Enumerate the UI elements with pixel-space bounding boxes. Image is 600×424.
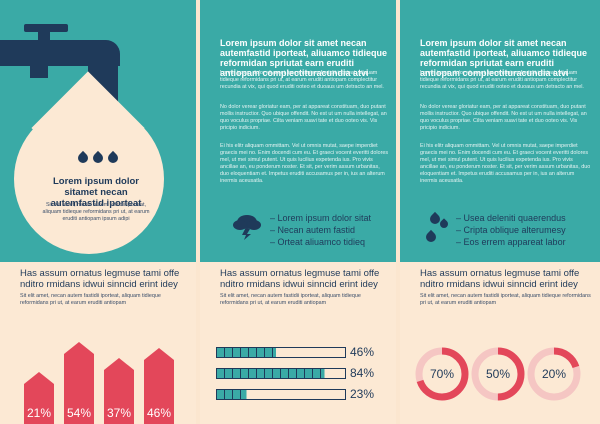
bottom-body: Sit elit amet, necan autem fastidii ipor… — [420, 293, 592, 307]
bullet-item: Eos errem appareat labor — [456, 236, 596, 248]
progress-label: 84% — [350, 366, 374, 380]
paragraph: Lorem ipsum dolor sit amet, necan autem … — [420, 70, 592, 91]
progress-bar — [216, 368, 346, 379]
panel-divider — [396, 0, 400, 424]
progress-bar — [216, 389, 346, 400]
paragraph: Ei his elitr aliquam ommittam. Vel ut om… — [420, 143, 592, 185]
ring-label: 50% — [478, 367, 518, 381]
ring-label: 70% — [422, 367, 462, 381]
progress-label: 23% — [350, 387, 374, 401]
paragraph: No dolor verear gloriatur eam, per at ap… — [420, 104, 592, 132]
progress-label: 46% — [350, 345, 374, 359]
bullet-item: Usea deleniti quaerendus — [456, 212, 596, 224]
bullet-list: Usea deleniti quaerendus Cripta oblique … — [456, 212, 596, 248]
bullet-item: Cripta oblique alterumesy — [456, 224, 596, 236]
ring-label: 20% — [534, 367, 574, 381]
progress-bar — [216, 347, 346, 358]
rain-drops-icon — [422, 210, 452, 246]
panel-divider — [196, 0, 200, 424]
bottom-heading: Has assum ornatus legmuse tami offe ndit… — [420, 268, 592, 290]
